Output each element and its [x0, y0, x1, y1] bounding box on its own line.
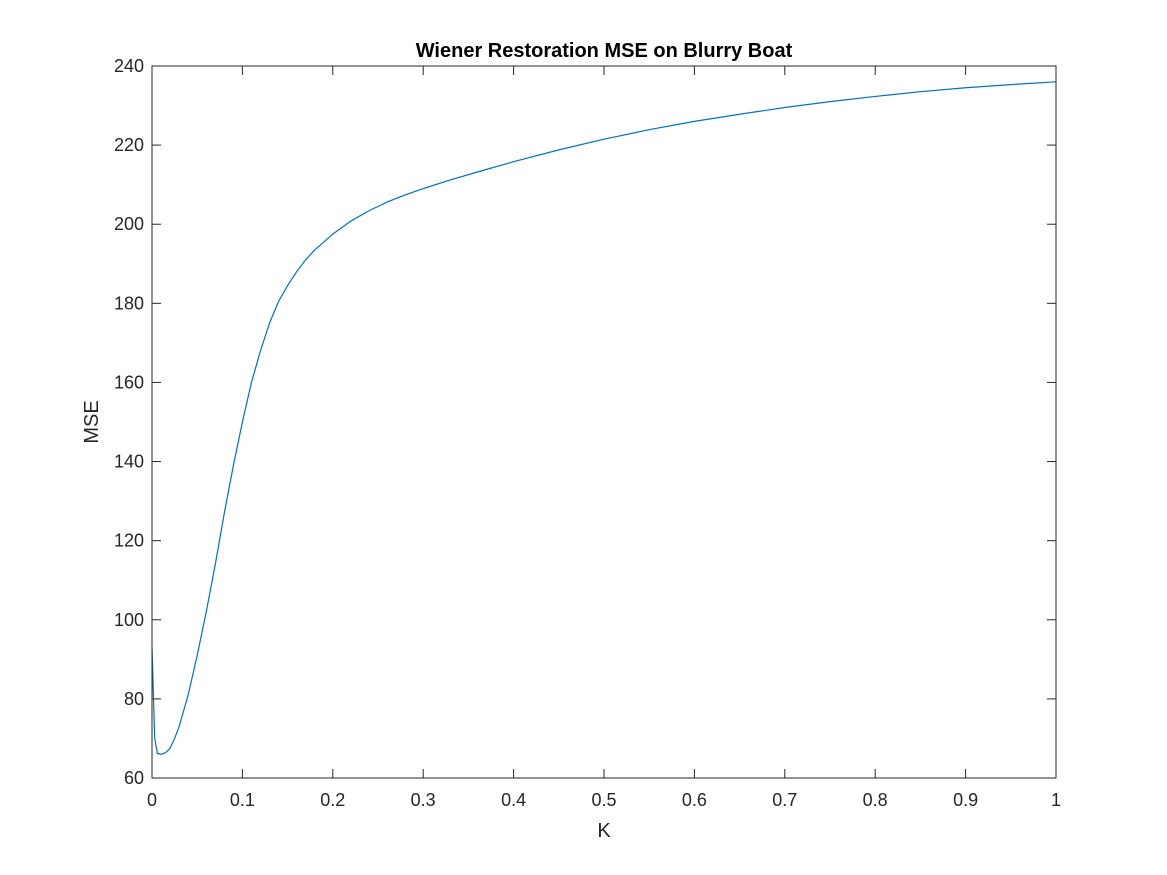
plot-area [152, 66, 1056, 778]
x-tick-label: 0.3 [411, 790, 436, 810]
axes-box [151, 65, 1057, 779]
y-tick-label: 200 [114, 214, 144, 234]
y-tick-label: 220 [114, 135, 144, 155]
x-axis-label: K [597, 820, 611, 842]
y-tick-label: 240 [114, 56, 144, 76]
x-tick-label: 1 [1051, 790, 1061, 810]
x-tick-label: 0.4 [501, 790, 526, 810]
y-tick-label: 120 [114, 531, 144, 551]
y-tick-label: 80 [124, 689, 144, 709]
y-tick-label: 160 [114, 372, 144, 392]
y-axis-ticks: 60 80 100 120 140 160 180 200 220 240 [114, 56, 1056, 788]
y-tick-label: 180 [114, 293, 144, 313]
x-tick-label: 0.6 [682, 790, 707, 810]
mse-curve [151, 81, 1057, 755]
x-tick-label: 0 [147, 790, 157, 810]
x-tick-label: 0.2 [320, 790, 345, 810]
x-tick-label: 0.9 [953, 790, 978, 810]
y-tick-label: 60 [124, 768, 144, 788]
chart-title: Wiener Restoration MSE on Blurry Boat [416, 40, 793, 62]
y-tick-label: 100 [114, 610, 144, 630]
x-tick-label: 0.5 [591, 790, 616, 810]
x-tick-label: 0.8 [863, 790, 888, 810]
x-tick-label: 0.1 [230, 790, 255, 810]
y-axis-label: MSE [81, 400, 103, 443]
x-tick-label: 0.7 [772, 790, 797, 810]
y-tick-label: 140 [114, 452, 144, 472]
x-axis-ticks: 0 0.1 0.2 0.3 0.4 0.5 0.6 0.7 0.8 0.9 1 [147, 66, 1061, 810]
